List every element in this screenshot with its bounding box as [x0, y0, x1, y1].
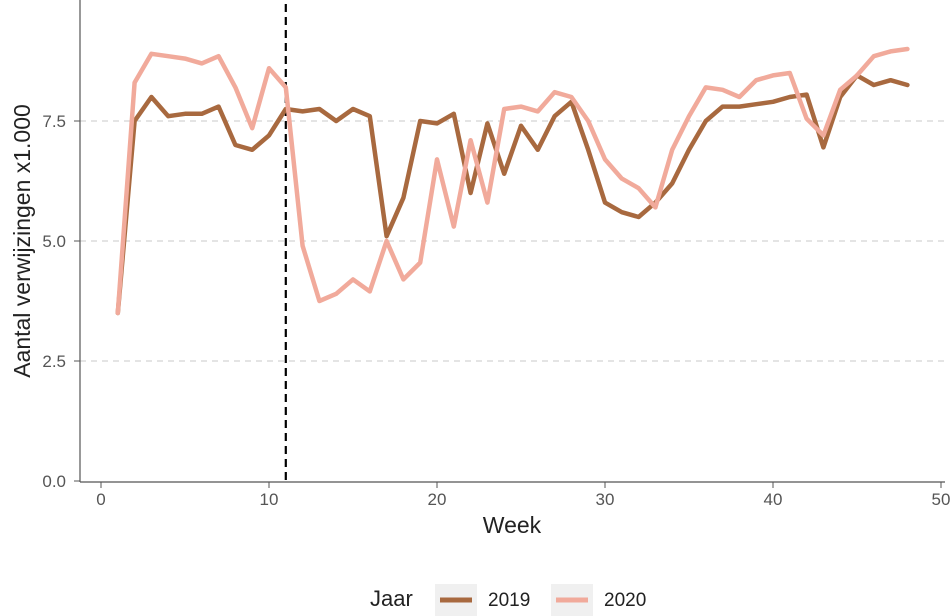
x-tick-label: 50: [932, 490, 951, 509]
series-lines: [115, 46, 910, 316]
y-tick-label: 2.5: [42, 352, 66, 371]
x-tick-label: 30: [596, 490, 615, 509]
gridlines: [80, 120, 945, 362]
x-tick-label: 10: [260, 490, 279, 509]
legend: Jaar 2019 2020: [370, 584, 646, 616]
legend-label-2019: 2019: [488, 590, 530, 611]
y-tick-label: 0.0: [42, 472, 66, 491]
x-axis-title: Week: [483, 512, 542, 538]
series-line-2019: [115, 73, 910, 316]
x-tick-label: 20: [428, 490, 447, 509]
legend-label-2020: 2020: [604, 590, 646, 611]
y-tick-label: 7.5: [42, 112, 66, 131]
series-line-2020: [115, 46, 910, 316]
y-axis-title: Aantal verwijzingen x1.000: [9, 104, 35, 378]
tick-labels: 0.0 2.5 5.0 7.5 0 10 20 30 40 50: [42, 112, 950, 509]
axes: [74, 0, 945, 488]
x-tick-label: 0: [96, 490, 105, 509]
legend-title: Jaar: [370, 586, 413, 611]
y-tick-label: 5.0: [42, 232, 66, 251]
x-tick-label: 40: [764, 490, 783, 509]
